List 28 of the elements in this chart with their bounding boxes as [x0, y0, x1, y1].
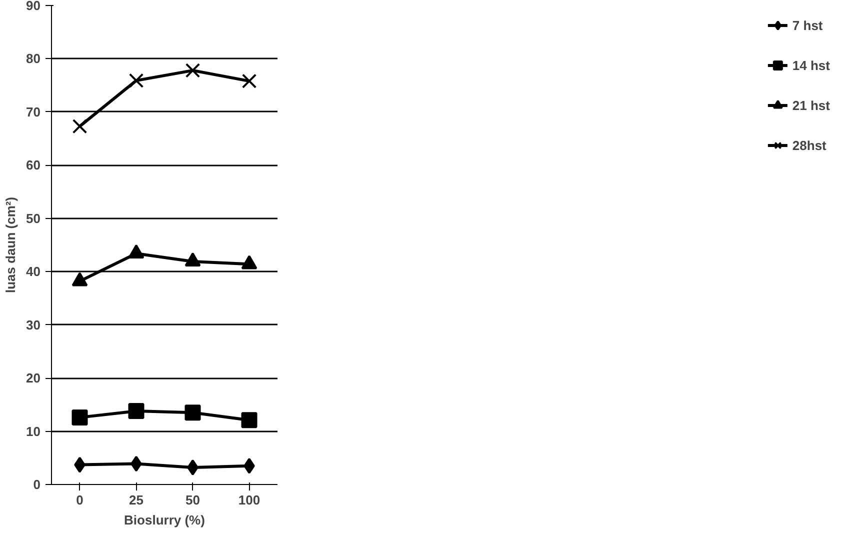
y-tick-label: 40	[26, 264, 41, 280]
y-tick-label: 60	[26, 158, 41, 173]
legend-label: 28hst	[792, 138, 826, 152]
y-tick-label: 30	[26, 317, 41, 332]
x-tick-label: 25	[129, 492, 144, 508]
point	[128, 403, 144, 420]
point	[242, 74, 257, 88]
y-tick-label: 70	[26, 104, 41, 120]
point	[128, 73, 144, 88]
point	[72, 409, 88, 426]
y-tick-label: 20	[26, 370, 41, 386]
legend-label: 14 hst	[792, 58, 830, 72]
y-tick-label: 90	[26, 0, 41, 13]
x-tick-label: 0	[76, 492, 84, 508]
point	[185, 63, 200, 78]
legend-label: 21 hst	[792, 98, 830, 112]
legend-label: 7 hst	[792, 18, 823, 32]
x-axis-title: Bioslurry (%)	[124, 512, 205, 528]
y-tick-label: 10	[26, 424, 41, 439]
y-tick-label: 80	[26, 51, 41, 66]
x-tick-label: 50	[186, 492, 200, 508]
y-tick-label: 50	[26, 210, 41, 226]
y-tick-label: 0	[33, 477, 41, 492]
point	[72, 118, 88, 134]
y-axis-title: luas daun (cm²)	[3, 196, 18, 294]
x-tick-label: 100	[238, 492, 260, 508]
point	[241, 412, 258, 428]
point	[184, 404, 201, 421]
